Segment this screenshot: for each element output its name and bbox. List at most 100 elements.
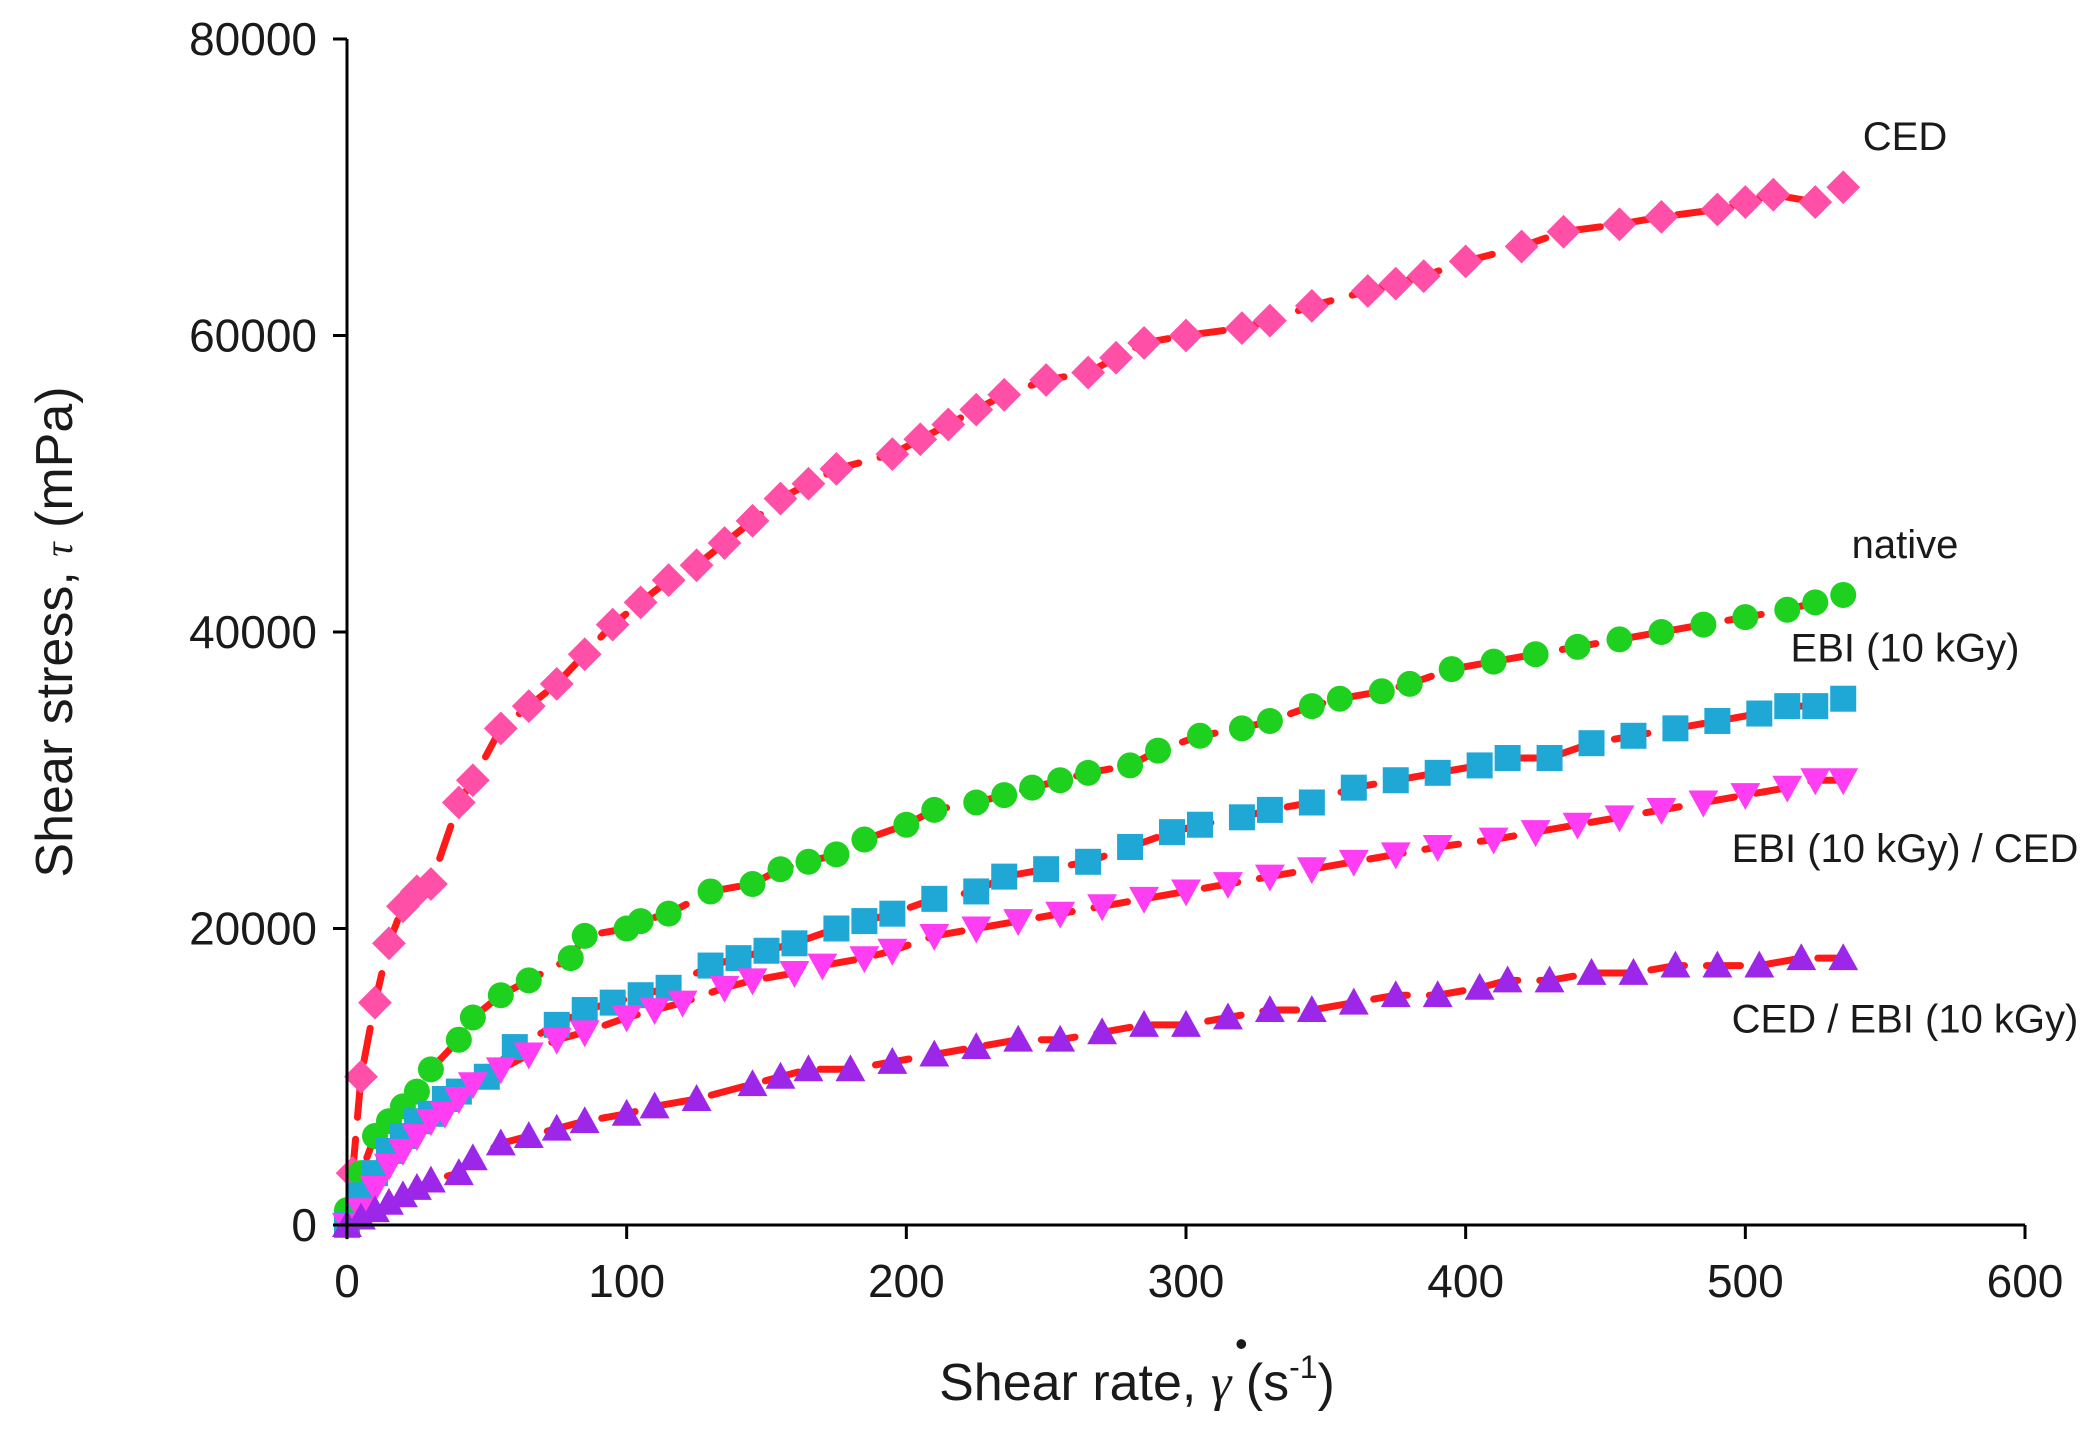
series-3-point-21 [849,946,880,974]
series-4-point-41 [1744,950,1775,978]
series-3-point-10 [485,1057,516,1085]
series-0-point-28 [1071,355,1106,390]
x-tick-label-0: 0 [334,1255,360,1307]
series-2-point-28 [1117,833,1144,860]
series-1-point-44 [1690,611,1717,638]
series-0-point-45 [1756,177,1791,212]
series-label-0: CED [1863,115,1947,159]
series-1-point-9 [487,982,514,1009]
series-4-point-43 [1828,943,1859,971]
series-label-4: CED / EBI (10 kGy) [1732,997,2079,1041]
x-tick-label-5: 500 [1707,1255,1784,1307]
series-2-point-12 [571,997,598,1024]
series-0-point-24 [931,407,966,442]
series-label-3: EBI (10 kGy) / CED [1732,827,2079,871]
series-1-point-27 [1047,767,1074,794]
x-axis-unit-close: ) [1318,1354,1335,1412]
series-2-point-25 [991,863,1018,890]
series-4-point-9 [485,1128,516,1156]
series-2-point-19 [781,930,808,957]
series-1-point-38 [1438,656,1465,683]
series-labels: CED native EBI (10 kGy) EBI (10 kGy) / CED C… [1732,115,2079,1041]
x-tick-label-2: 200 [868,1255,945,1307]
fit-line-3 [343,776,1847,1229]
series-4-point-27 [1171,1009,1201,1037]
series-0-point-36 [1378,266,1413,301]
series-4-point-25 [1087,1017,1118,1045]
series-4-point-36 [1534,965,1565,993]
series-0-point-40 [1546,214,1581,249]
series-0-point-19 [763,481,798,516]
series-2-point-18 [753,937,780,964]
series-0-point-1 [344,1059,378,1094]
series-2-point-31 [1228,804,1255,831]
series-3-point-11 [513,1042,544,1070]
series-3-point-20 [807,953,838,981]
axes [345,39,2025,1227]
series-0-point-10 [511,689,546,724]
series-4-point-12 [569,1106,600,1134]
series-2-point-35 [1382,767,1409,794]
series-label-2: EBI (10 kGy) [1791,627,2020,671]
series-0-point-12 [567,637,602,672]
x-axis-symbol-dot: • [1235,1323,1248,1364]
series-3-point-40 [1646,797,1677,825]
series-1-point-46 [1774,596,1801,623]
series-4-point-16 [737,1069,768,1097]
x-tick-label-3: 300 [1148,1255,1225,1307]
series-3-point-45 [1828,768,1859,796]
series-2-point-16 [697,952,724,979]
series-4-point-17 [765,1061,796,1089]
series-0-point-15 [651,563,686,598]
series-4-point-31 [1338,987,1369,1015]
series-0-point-14 [623,585,658,620]
axis-ticks: 0 100 200 300 400 500 600 0 20000 40000 60000 80000 [189,13,2063,1307]
series-1-point-34 [1298,693,1325,720]
series-4-point-4 [387,1180,418,1208]
x-tick-label-6: 600 [1987,1255,2064,1307]
y-tick-label-1: 20000 [189,903,317,955]
series-0-point-25 [959,392,994,427]
series-1-point-25 [991,782,1018,809]
series-1-point-8 [459,1004,486,1031]
series-3-point-8 [443,1087,474,1114]
series-0-point-26 [987,377,1022,412]
series-0-point-20 [791,466,826,501]
series-4-point-21 [919,1039,950,1067]
series-4-point-7 [443,1158,474,1186]
y-tick-label-0: 0 [291,1199,317,1251]
series-3-point-13 [569,1020,600,1048]
series-2-point-20 [823,915,850,942]
series-4-point-13 [611,1098,642,1126]
series-3-point-35 [1422,835,1453,862]
series-0-point-46 [1798,185,1833,219]
series-4-point-2 [360,1195,390,1223]
series-1-point-18 [767,856,794,883]
series-4-point-40 [1702,950,1733,978]
series-2-point-43 [1704,707,1731,734]
fit-lines [343,183,1847,1229]
series-1-point-12 [571,922,598,949]
series-3-point-9 [457,1072,488,1100]
x-tick-label-1: 100 [588,1255,665,1307]
series-1-point-35 [1326,685,1353,712]
series-1-point-11 [557,945,584,972]
series-4-point-23 [1003,1024,1034,1052]
series-4-point-33 [1422,980,1453,1008]
series-3-point-27 [1087,894,1118,922]
series-4-point-39 [1660,950,1691,978]
series-2-point-45 [1774,693,1801,720]
series-1-point-42 [1606,626,1633,653]
series-1-point-5 [403,1078,430,1105]
series-0-point-44 [1728,185,1763,219]
series-3-point-17 [709,975,740,1003]
series-0-point-2 [358,985,392,1020]
series-1-point-36 [1368,678,1395,705]
series-4-point-29 [1254,995,1285,1022]
series-2-point-33 [1298,789,1325,816]
series-4-point-15 [681,1084,712,1111]
series-4-point-18 [793,1054,824,1082]
series-4-point-11 [541,1113,572,1141]
x-axis-unit-open: (s [1231,1354,1289,1412]
y-axis-title-suffix: (mPa) [26,386,84,542]
